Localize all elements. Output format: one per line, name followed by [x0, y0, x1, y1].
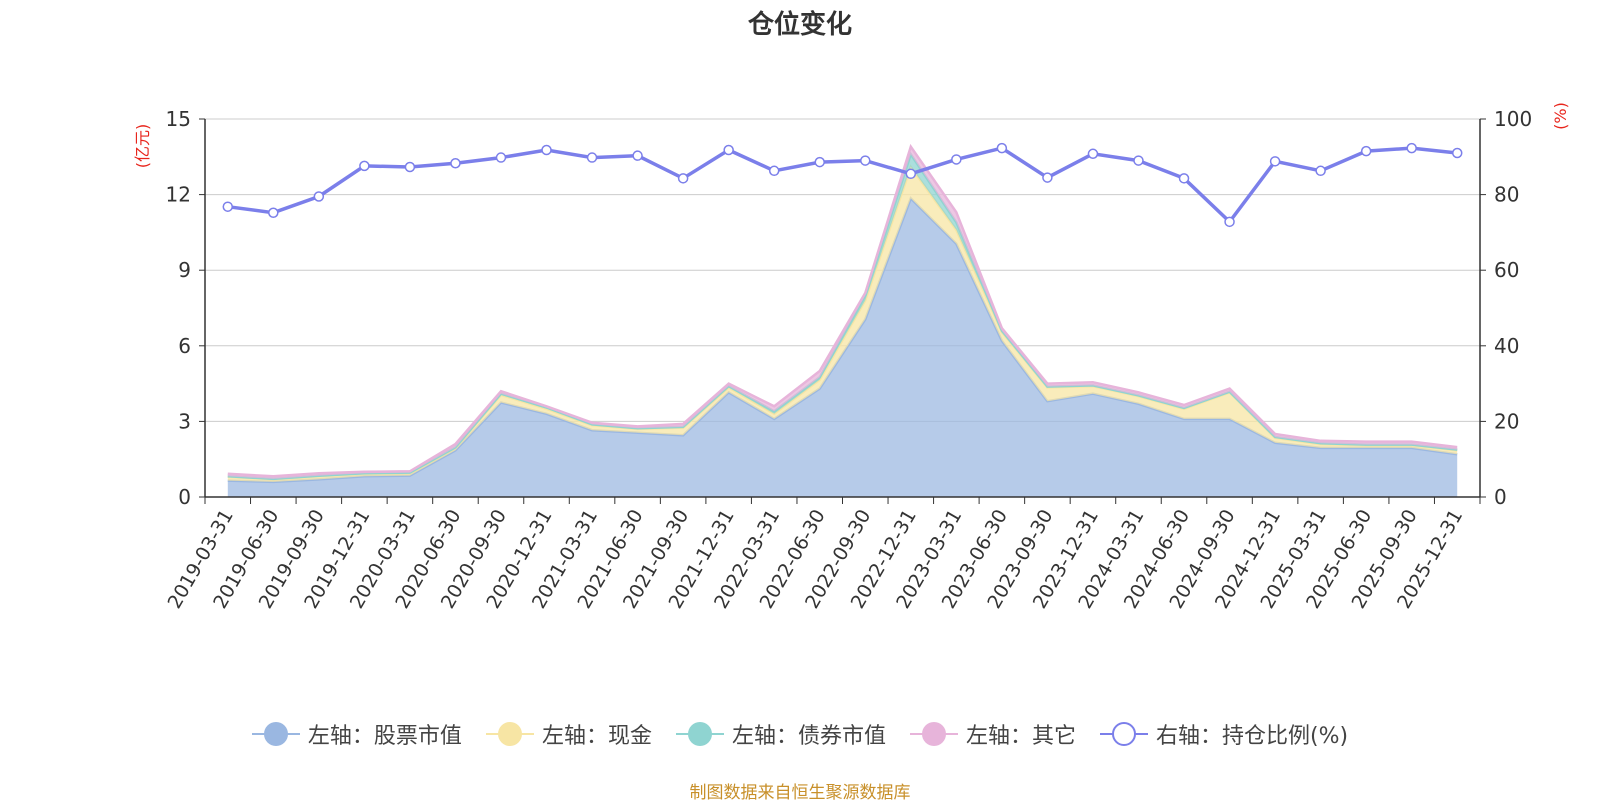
legend-label: 左轴：债券市值 — [731, 724, 886, 749]
area-series-1 — [227, 166, 1458, 482]
ratio-point — [495, 152, 507, 163]
left-tick-label: 9 — [178, 258, 191, 282]
ratio-point — [1315, 165, 1326, 177]
right-tick-label: 40 — [1494, 334, 1519, 358]
ratio-point — [222, 201, 234, 212]
legend-label: 右轴：持仓比例(%) — [1155, 724, 1349, 749]
ratio-point — [1406, 142, 1417, 154]
right-tick-label: 80 — [1494, 183, 1519, 207]
ratio-point — [1178, 173, 1190, 184]
chart-title: 仓位变化 — [747, 10, 852, 40]
legend-swatch — [675, 721, 724, 747]
ratio-point — [404, 161, 416, 173]
left-tick-label: 0 — [178, 485, 191, 509]
legend-swatch — [1099, 721, 1148, 747]
legend-item-2[interactable]: 左轴：债券市值 — [675, 718, 886, 750]
left-tick-label: 3 — [178, 409, 191, 433]
left-tick-label: 12 — [166, 183, 191, 207]
ratio-point — [1133, 155, 1144, 166]
ratio-point — [632, 150, 643, 161]
ratio-point — [1087, 148, 1099, 160]
legend-item-1[interactable]: 左轴：现金 — [485, 718, 652, 750]
right-tick-label: 20 — [1494, 409, 1519, 433]
right-tick-label: 60 — [1494, 258, 1519, 282]
right-axis-unit: (%) — [1551, 102, 1570, 130]
ratio-point — [450, 157, 461, 169]
ratio-point — [1269, 156, 1281, 167]
right-tick-label: 0 — [1494, 485, 1507, 509]
ratio-point — [951, 154, 962, 165]
left-tick-label: 6 — [178, 334, 191, 358]
area-series-0 — [227, 198, 1458, 497]
stacked-areas — [227, 143, 1458, 497]
ratio-point — [905, 168, 917, 180]
legend: 左轴：股票市值 左轴：现金 左轴：债券市值 左轴：其它 右轴：持仓比例(%) — [0, 718, 1600, 750]
ratio-point — [996, 142, 1008, 154]
source-note: 制图数据来自恒生聚源数据库 — [689, 783, 911, 803]
legend-label: 左轴：股票市值 — [307, 724, 462, 749]
legend-label: 左轴：其它 — [965, 724, 1076, 749]
ratio-point — [814, 156, 825, 168]
legend-item-3[interactable]: 左轴：其它 — [909, 718, 1076, 750]
ratio-point — [723, 144, 734, 156]
right-tick-label: 100 — [1494, 107, 1532, 131]
ratio-point — [1042, 172, 1053, 183]
legend-item-4[interactable]: 右轴：持仓比例(%) — [1099, 718, 1349, 750]
ratio-point — [860, 155, 871, 166]
ratio-point — [268, 207, 279, 218]
left-axis-unit: (亿元) — [133, 124, 152, 169]
ratio-point — [1451, 147, 1463, 159]
ratio-point — [1224, 216, 1235, 228]
ratio-line — [222, 142, 1463, 228]
area-edge-3 — [227, 143, 1458, 478]
ratio-point — [677, 173, 689, 184]
legend-swatch — [251, 721, 300, 747]
ratio-point — [586, 152, 598, 163]
legend-swatch — [909, 721, 958, 747]
ratio-point — [768, 165, 780, 177]
ratio-point — [1360, 145, 1372, 157]
chart-plot: 036912150204060801002019-03-312019-06-30… — [133, 102, 1570, 612]
ratio-point — [359, 160, 370, 172]
legend-swatch — [485, 721, 534, 747]
ratio-point — [541, 144, 552, 156]
left-tick-label: 15 — [166, 107, 191, 131]
ratio-point — [313, 191, 325, 202]
legend-item-0[interactable]: 左轴：股票市值 — [251, 718, 462, 750]
ratio-line-path — [227, 146, 1458, 225]
legend-label: 左轴：现金 — [541, 724, 652, 749]
